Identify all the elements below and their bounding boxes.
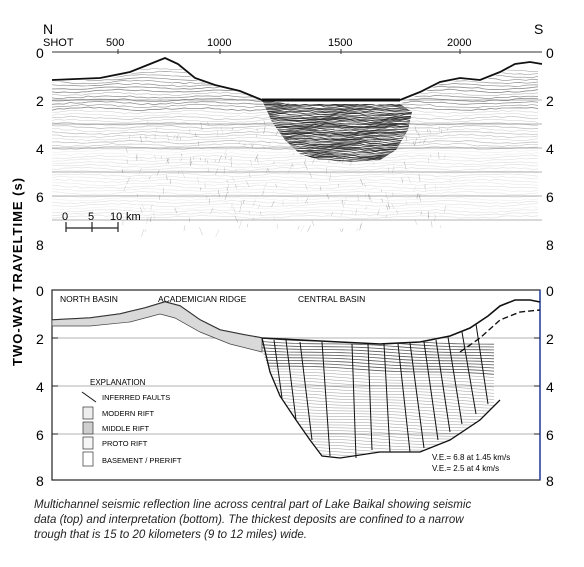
shot-tick-1000: 1000 (207, 37, 231, 49)
interpretation-ticks (52, 337, 540, 435)
legend-item-proto-rift: PROTO RIFT (102, 439, 148, 448)
top-right-tick-2: 2 (546, 93, 554, 109)
legend-item-basement-prerift: BASEMENT / PRERIFT (102, 456, 182, 465)
bottom-right-tick-4: 4 (546, 379, 554, 395)
y-axis-label: TWO-WAY TRAVELTIME (s) (10, 177, 25, 366)
legend-item-modern-rift: MODERN RIFT (102, 409, 154, 418)
legend-swatch-proto-rift (82, 436, 94, 450)
north-basin-label: NORTH BASIN (60, 294, 118, 304)
top-left-tick-2: 2 (36, 93, 44, 109)
caption-line-3: trough that is 15 to 20 kilometers (9 to… (34, 529, 307, 541)
bottom-right-tick-0: 0 (546, 283, 554, 299)
top-right-tick-6: 6 (546, 189, 554, 205)
bottom-right-tick-2: 2 (546, 331, 554, 347)
legend: EXPLANATION INFERRED FAULTS MODERN RIFT … (81, 378, 182, 467)
scale-tick-10: 10 (110, 211, 122, 223)
legend-swatch-middle-rift (82, 421, 94, 435)
bottom-left-tick-0: 0 (36, 283, 44, 299)
academician-ridge-label: ACADEMICIAN RIDGE (158, 294, 247, 304)
bottom-right-tick-6: 6 (546, 427, 554, 443)
legend-item-inferred-faults: INFERRED FAULTS (102, 393, 170, 402)
caption-line-1: Multichannel seismic reflection line acr… (34, 499, 472, 511)
legend-swatch-modern-rift (82, 406, 94, 420)
basin-sediment-layers (262, 334, 495, 458)
top-right-tick-8: 8 (546, 237, 554, 253)
legend-swatch-basement (82, 451, 94, 467)
scale-bar: 0 5 10 km (62, 211, 141, 232)
seismic-noise (121, 119, 451, 238)
scale-tick-0: 0 (62, 211, 68, 223)
caption-line-2: data (top) and interpretation (bottom). … (34, 514, 464, 526)
basin-basement-outline (261, 337, 501, 459)
shot-tick-2000: 2000 (447, 37, 471, 49)
shot-ticks (117, 49, 461, 54)
top-left-tick-4: 4 (36, 141, 44, 157)
north-basin-fill (51, 301, 263, 353)
ve-note-2: V.E.= 2.5 at 4 km/s (432, 464, 499, 473)
bottom-right-tick-8: 8 (546, 473, 554, 489)
bottom-left-tick-6: 6 (36, 427, 44, 443)
bottom-left-tick-4: 4 (36, 379, 44, 395)
figure-caption: Multichannel seismic reflection line acr… (34, 498, 574, 543)
legend-item-middle-rift: MIDDLE RIFT (102, 424, 150, 433)
top-right-tick-4: 4 (546, 141, 554, 157)
legend-fault-symbol (81, 391, 97, 403)
top-left-tick-0: 0 (36, 45, 44, 61)
scale-tick-5: 5 (88, 211, 94, 223)
legend-title: EXPLANATION (90, 378, 146, 387)
ve-note-1: V.E.= 6.8 at 1.45 km/s (432, 453, 510, 462)
shot-tick-1500: 1500 (328, 37, 352, 49)
prerift-dashed-line (459, 309, 541, 353)
seismic-data-panel: N S SHOT 500 1000 1500 2000 0 2 4 6 8 0 … (36, 21, 554, 253)
shot-label: SHOT (43, 37, 74, 49)
central-basin-label: CENTRAL BASIN (298, 294, 365, 304)
shot-tick-500: 500 (106, 37, 124, 49)
top-left-tick-8: 8 (36, 237, 44, 253)
top-left-tick-6: 6 (36, 189, 44, 205)
south-label: S (534, 21, 543, 37)
north-label: N (43, 21, 53, 37)
interpretation-panel: 0 2 4 6 8 0 2 4 6 8 NORTH BASIN ACADEMIC… (36, 283, 554, 489)
top-right-tick-0: 0 (546, 45, 554, 61)
inferred-faults (273, 323, 489, 459)
scale-unit: km (126, 211, 141, 223)
bottom-left-tick-2: 2 (36, 331, 44, 347)
bottom-left-tick-8: 8 (36, 473, 44, 489)
